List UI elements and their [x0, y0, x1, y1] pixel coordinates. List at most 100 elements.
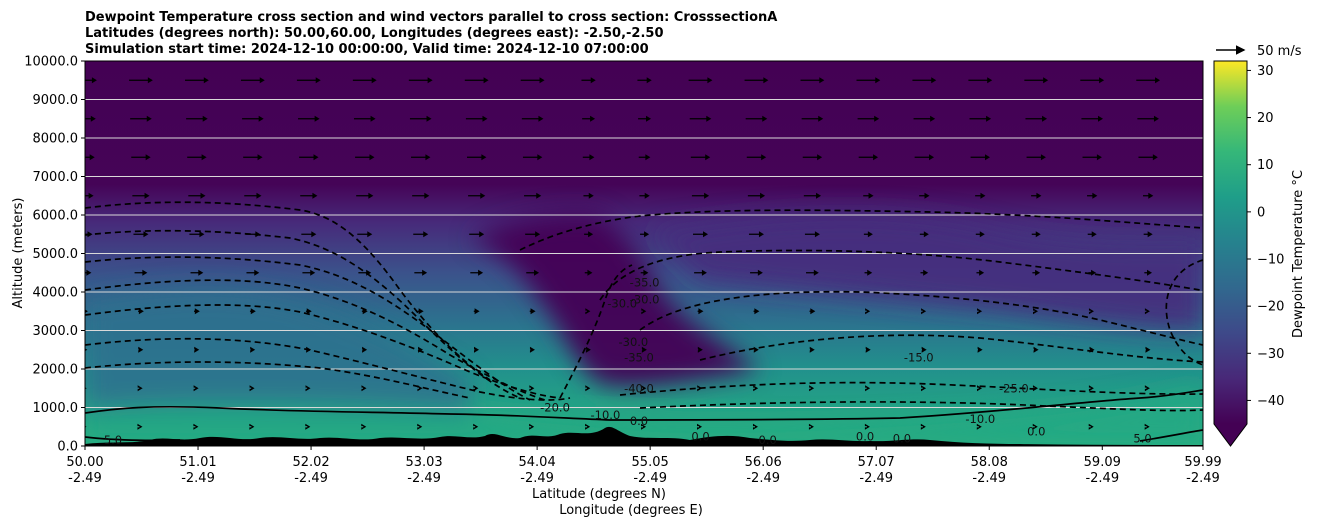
contour-label-2: -30.0 [607, 297, 637, 311]
wind-vector-114 [863, 231, 873, 238]
dewpoint-field-features [85, 212, 1203, 446]
wind-vector-42 [194, 346, 200, 353]
wind-vector-101 [133, 231, 149, 238]
wind-vector-122 [188, 192, 206, 199]
x-tick-lat-5: 55.05 [632, 455, 669, 470]
wind-vector-37 [1032, 385, 1038, 392]
contour-low-right [619, 381, 1203, 396]
wind-vector-192 [744, 77, 769, 84]
contour-label-16: 0.0 [1027, 424, 1045, 438]
wind-vector-99 [1144, 269, 1153, 276]
wind-vector-82 [190, 269, 204, 276]
wind-vector-125 [356, 192, 374, 199]
wind-vector-6 [417, 423, 423, 430]
contour-label-4: -35.0 [624, 350, 654, 364]
contour-upper-3 [639, 290, 1203, 346]
contour-mid-right [699, 334, 1203, 363]
wind-vector-189 [581, 77, 596, 84]
wind-vector-79 [1144, 308, 1150, 315]
contour-label-1: -30.0 [630, 293, 660, 307]
wind-vector-106 [413, 231, 429, 238]
wind-vector-73 [809, 308, 816, 315]
wind-vector-194 [856, 77, 881, 84]
wind-vector-160 [85, 115, 96, 122]
title-line-3: Simulation start time: 2024-12-10 00:00:… [85, 42, 649, 57]
wind-vector-139 [1143, 192, 1154, 199]
wind-vector-142 [187, 154, 207, 161]
wind-vector-193 [800, 77, 825, 84]
y-tick-label-7: 7000.0 [33, 170, 79, 185]
wind-vector-2 [193, 423, 199, 430]
y-tick-label-3: 3000.0 [33, 324, 79, 339]
wind-vector-111 [693, 231, 709, 238]
wind-vector-132 [747, 192, 766, 199]
y-tick-label-2: 2000.0 [33, 363, 79, 378]
wind-vector-65 [361, 308, 368, 315]
wind-vector-66 [417, 308, 424, 315]
wind-vector-105 [357, 231, 373, 238]
wind-vector-49 [585, 346, 591, 353]
wind-vector-197 [1024, 77, 1049, 84]
title-line-2: Latitudes (degrees north): 50.00,60.00, … [85, 26, 664, 41]
wind-vector-116 [975, 231, 985, 238]
contour-20 [85, 304, 561, 399]
x-tick-lon-0: -2.49 [68, 471, 102, 486]
wind-vector-171 [689, 115, 712, 122]
wind-vector-52 [753, 346, 759, 353]
wind-vector-34 [865, 385, 871, 392]
wind-vector-143 [243, 154, 263, 161]
wind-vector-43 [250, 346, 256, 353]
wind-vector-8 [529, 423, 535, 430]
wind-vector-53 [809, 346, 815, 353]
contour-label-8: 0.0 [630, 414, 648, 428]
x-tick-lon-8: -2.49 [972, 471, 1006, 486]
wind-vector-45 [362, 346, 368, 353]
wind-vector-146 [411, 154, 431, 161]
wind-vector-152 [746, 154, 767, 161]
wind-vector-133 [803, 192, 822, 199]
wind-vector-102 [189, 231, 205, 238]
x-tick-lon-2: -2.49 [294, 471, 328, 486]
x-tick-lat-4: 54.04 [519, 455, 556, 470]
wind-vector-136 [975, 192, 986, 199]
wind-vector-39 [1144, 385, 1150, 392]
wind-vector-41 [138, 346, 144, 353]
wind-vector-54 [865, 346, 871, 353]
wind-vector-97 [1032, 269, 1041, 276]
wind-vector-63 [249, 308, 256, 315]
wind-vector-183 [240, 77, 265, 84]
contour-30 [85, 256, 531, 401]
wind-vector-64 [305, 308, 312, 315]
y-axis-label: Altitude (meters) [11, 198, 26, 309]
wind-vector-14 [864, 423, 870, 430]
x-tick-lon-3: -2.49 [407, 471, 441, 486]
wind-vector-173 [801, 115, 824, 122]
wind-vector-19 [1144, 423, 1150, 430]
wind-vectors [85, 77, 1161, 430]
contour-label-12: 0.0 [893, 431, 911, 445]
wind-vector-76 [977, 308, 983, 315]
title-line-1: Dewpoint Temperature cross section and w… [85, 10, 777, 25]
wind-vector-135 [919, 192, 930, 199]
wind-vector-98 [1088, 269, 1097, 276]
wind-vector-95 [920, 269, 929, 276]
contour-label-17: 5.0 [104, 433, 122, 447]
colorbar-tick-label-2: −20 [1257, 300, 1284, 315]
wind-vector-78 [1088, 308, 1094, 315]
wind-vector-69 [585, 308, 591, 315]
wind-vector-182 [185, 77, 209, 84]
wind-vector-121 [132, 192, 150, 199]
contour-label-11: 0.0 [856, 429, 874, 443]
contour-upper-2 [599, 249, 1201, 301]
x-tick-lat-6: 56.06 [745, 455, 782, 470]
wind-vector-90 [640, 269, 649, 276]
x-axis: 50.00-2.4951.01-2.4952.02-2.4953.03-2.49… [66, 446, 1222, 486]
wind-vector-187 [464, 77, 489, 84]
wind-vector-195 [912, 77, 937, 84]
wind-vector-28 [529, 385, 535, 392]
wind-vector-29 [585, 385, 591, 392]
wind-vector-13 [808, 423, 814, 430]
wind-vector-87 [470, 269, 484, 276]
contour-label-15: -10.0 [965, 412, 995, 426]
wind-vector-148 [522, 154, 543, 161]
